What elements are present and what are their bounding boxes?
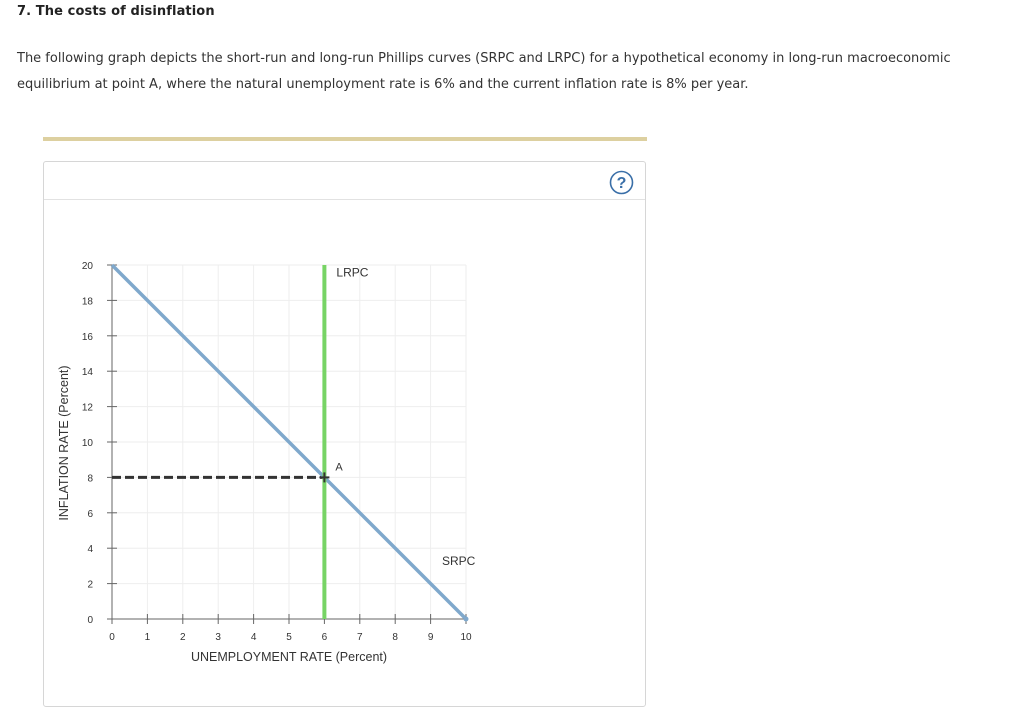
intro-line-1: The following graph depicts the short-ru…	[17, 51, 951, 66]
graph-panel-header	[44, 162, 645, 200]
intro-line-2: equilibrium at point A, where the natura…	[17, 77, 749, 92]
help-icon-label: ?	[617, 175, 627, 192]
help-icon[interactable]: ?	[609, 170, 634, 195]
graph-panel: ?	[43, 161, 646, 707]
section-divider	[43, 137, 647, 141]
question-heading: 7. The costs of disinflation	[17, 4, 215, 19]
question-intro: The following graph depicts the short-ru…	[17, 46, 1007, 98]
help-icon-circle	[609, 170, 634, 195]
